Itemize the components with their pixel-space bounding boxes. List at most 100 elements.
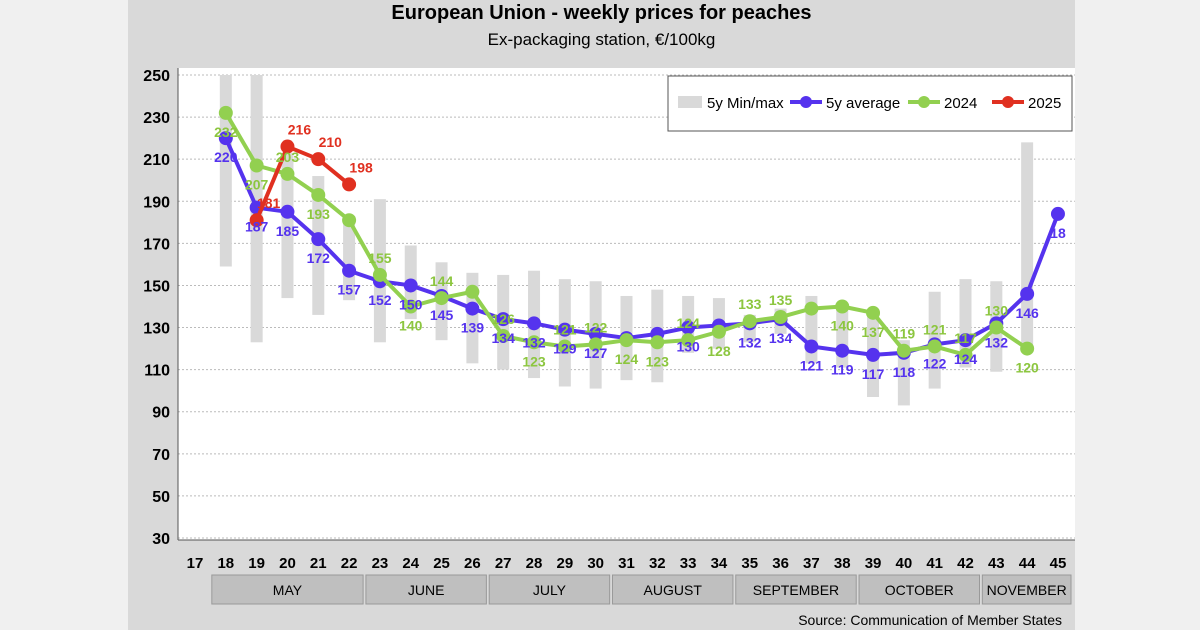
- data-label: 128: [707, 343, 731, 359]
- data-point: [557, 339, 572, 354]
- data-label: 207: [245, 176, 269, 192]
- data-label: 119: [831, 362, 854, 378]
- x-tick-label: 23: [372, 555, 389, 572]
- data-point: [866, 347, 881, 362]
- y-tick-label: 90: [152, 405, 170, 422]
- y-tick-label: 70: [152, 447, 170, 464]
- data-point: [927, 339, 942, 354]
- data-label: 203: [276, 149, 300, 165]
- data-point: [896, 343, 911, 358]
- x-tick-label: 32: [649, 555, 666, 572]
- data-label: 130: [985, 303, 1009, 319]
- data-point: [280, 166, 295, 181]
- data-point: [711, 324, 726, 339]
- minmax-bar: [281, 152, 294, 299]
- data-label: 124: [615, 351, 639, 367]
- chart-subtitle: Ex-packaging station, €/100kg: [487, 30, 716, 49]
- x-tick-label: 34: [711, 555, 728, 572]
- y-tick-label: 50: [152, 489, 170, 506]
- data-point: [403, 299, 418, 314]
- data-label: 132: [738, 334, 762, 350]
- data-label: 139: [461, 320, 485, 336]
- series-line: [254, 144, 351, 221]
- data-label: 124: [676, 315, 700, 331]
- x-tick-label: 31: [618, 555, 635, 572]
- data-label: 134: [769, 330, 793, 346]
- x-tick-label: 17: [187, 555, 204, 572]
- data-label: 185: [276, 223, 300, 239]
- data-label: 220: [214, 149, 238, 165]
- data-label: 122: [584, 319, 608, 335]
- data-point: [434, 291, 449, 306]
- y-tick-label: 130: [143, 321, 170, 338]
- minmax-bar: [219, 75, 232, 267]
- month-band: [858, 574, 980, 605]
- month-label: JULY: [533, 582, 567, 598]
- legend-label: 5y average: [826, 95, 900, 112]
- data-label: 172: [307, 250, 331, 266]
- data-point: [496, 312, 511, 327]
- data-label: 198: [349, 159, 373, 175]
- legend-marker: [918, 96, 930, 108]
- data-point: [372, 267, 387, 282]
- x-tick-label: 39: [865, 555, 882, 572]
- data-point: [742, 314, 757, 329]
- data-label: 140: [399, 318, 423, 334]
- x-tick-label: 40: [896, 555, 913, 572]
- data-point: [311, 187, 326, 202]
- data-label: 133: [738, 296, 762, 312]
- data-point: [1020, 341, 1035, 356]
- x-tick-label: 21: [310, 555, 327, 572]
- x-tick-label: 30: [587, 555, 604, 572]
- data-label: 232: [214, 124, 238, 140]
- legend-marker: [1002, 96, 1014, 108]
- month-label: NOVEMBER: [987, 582, 1067, 598]
- data-point: [342, 213, 357, 228]
- data-label: 117: [862, 366, 885, 382]
- data-point: [218, 105, 233, 120]
- month-band: [611, 574, 734, 605]
- x-tick-label: 44: [1019, 555, 1036, 572]
- data-label: 121: [800, 357, 824, 373]
- month-label: AUGUST: [644, 582, 703, 598]
- data-label: 127: [584, 345, 608, 361]
- data-label: 123: [522, 353, 546, 369]
- data-point: [866, 305, 881, 320]
- data-label: 134: [492, 330, 516, 346]
- data-label: 120: [1015, 360, 1039, 376]
- x-tick-label: 27: [495, 555, 512, 572]
- data-label: 187: [245, 219, 269, 235]
- data-point: [588, 337, 603, 352]
- month-band: [211, 574, 364, 605]
- x-tick-label: 29: [556, 555, 573, 572]
- x-tick-label: 33: [680, 555, 697, 572]
- x-tick-label: 35: [741, 555, 758, 572]
- data-point: [1050, 206, 1065, 221]
- data-label: 122: [923, 355, 947, 371]
- month-band: [365, 574, 487, 605]
- x-tick-label: 28: [526, 555, 543, 572]
- data-point: [249, 213, 264, 228]
- data-label: 210: [319, 134, 343, 150]
- x-tick-label: 18: [217, 555, 234, 572]
- x-tick-label: 36: [772, 555, 789, 572]
- data-label: 126: [492, 311, 516, 327]
- data-point: [527, 316, 542, 331]
- legend-swatch-minmax: [678, 96, 702, 108]
- data-label: 130: [676, 339, 700, 355]
- data-point: [804, 301, 819, 316]
- month-label: OCTOBER: [885, 582, 954, 598]
- data-label: 117: [954, 330, 977, 346]
- x-tick-label: 19: [248, 555, 265, 572]
- data-point: [342, 177, 357, 192]
- legend-label: 2025: [1028, 95, 1061, 112]
- data-label: 150: [399, 296, 423, 312]
- data-label: 144: [430, 273, 454, 289]
- data-point: [465, 301, 480, 316]
- data-point: [496, 328, 511, 343]
- data-label: 124: [954, 351, 978, 367]
- data-point: [804, 339, 819, 354]
- data-label: 155: [368, 250, 392, 266]
- month-label: SEPTEMBER: [753, 582, 839, 598]
- data-label: 123: [646, 353, 670, 369]
